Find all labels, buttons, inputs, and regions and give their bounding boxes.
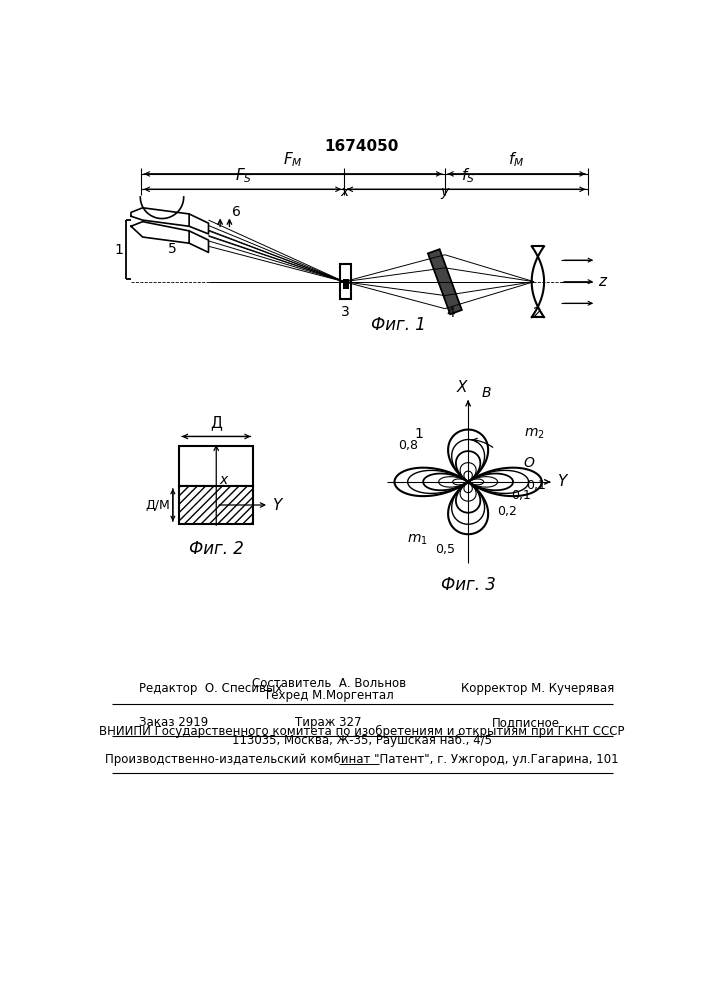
- Text: 1: 1: [115, 243, 124, 257]
- Text: 0,1: 0,1: [510, 489, 531, 502]
- Text: y: y: [440, 185, 449, 199]
- Text: 0,2: 0,2: [498, 505, 518, 518]
- Text: 0,1: 0,1: [526, 479, 546, 492]
- Text: $F_M$: $F_M$: [283, 150, 303, 169]
- Text: B: B: [482, 386, 491, 400]
- Text: 0,5: 0,5: [436, 543, 455, 556]
- Text: $m_2$: $m_2$: [524, 427, 544, 441]
- Text: 113035, Москва, Ж-35, Раушская наб., 4/5: 113035, Москва, Ж-35, Раушская наб., 4/5: [232, 734, 492, 747]
- Text: Фиг. 2: Фиг. 2: [189, 540, 244, 558]
- Text: Y: Y: [557, 474, 566, 489]
- Text: 2: 2: [534, 306, 542, 320]
- Text: 3: 3: [341, 305, 350, 319]
- Text: 1: 1: [414, 427, 423, 441]
- Text: $f_M$: $f_M$: [508, 150, 525, 169]
- Text: Подписное: Подписное: [491, 716, 559, 729]
- Bar: [179, 486, 253, 524]
- Text: ВНИИПИ Государственного комитета по изобретениям и открытиям при ГКНТ СССР: ВНИИПИ Государственного комитета по изоб…: [99, 725, 625, 738]
- Text: O: O: [524, 456, 534, 470]
- Text: Производственно-издательский комбинат "Патент", г. Ужгород, ул.Гагарина, 101: Производственно-издательский комбинат "П…: [105, 753, 619, 766]
- Bar: [179, 446, 253, 486]
- Text: 0,8: 0,8: [398, 439, 418, 452]
- Text: Корректор М. Кучерявая: Корректор М. Кучерявая: [461, 682, 614, 695]
- Text: Д/М: Д/М: [145, 498, 170, 512]
- Text: 6: 6: [232, 205, 240, 219]
- Bar: [343, 279, 349, 289]
- Text: Составитель  А. Вольнов: Составитель А. Вольнов: [252, 677, 406, 690]
- Text: 5: 5: [168, 242, 177, 256]
- Text: Тираж 327: Тираж 327: [296, 716, 362, 729]
- Text: X: X: [457, 380, 467, 395]
- Text: Фиг. 3: Фиг. 3: [440, 576, 496, 594]
- Text: 4: 4: [447, 306, 455, 320]
- Text: 1674050: 1674050: [325, 139, 399, 154]
- Text: $F_S$: $F_S$: [235, 166, 252, 185]
- Text: z: z: [597, 274, 606, 289]
- Text: Д: Д: [210, 415, 222, 430]
- Text: Редактор  О. Спесивых: Редактор О. Спесивых: [139, 682, 282, 695]
- Text: $m_1$: $m_1$: [407, 532, 428, 547]
- Text: Y: Y: [272, 497, 281, 512]
- Text: $f_S$: $f_S$: [461, 166, 475, 185]
- Bar: [340, 264, 351, 299]
- Polygon shape: [428, 249, 462, 314]
- Text: Заказ 2919: Заказ 2919: [139, 716, 208, 729]
- Text: Техред М.Моргентал: Техред М.Моргентал: [264, 689, 394, 702]
- Text: Фиг. 1: Фиг. 1: [371, 316, 426, 334]
- Text: x: x: [340, 185, 349, 199]
- Text: x: x: [219, 473, 228, 487]
